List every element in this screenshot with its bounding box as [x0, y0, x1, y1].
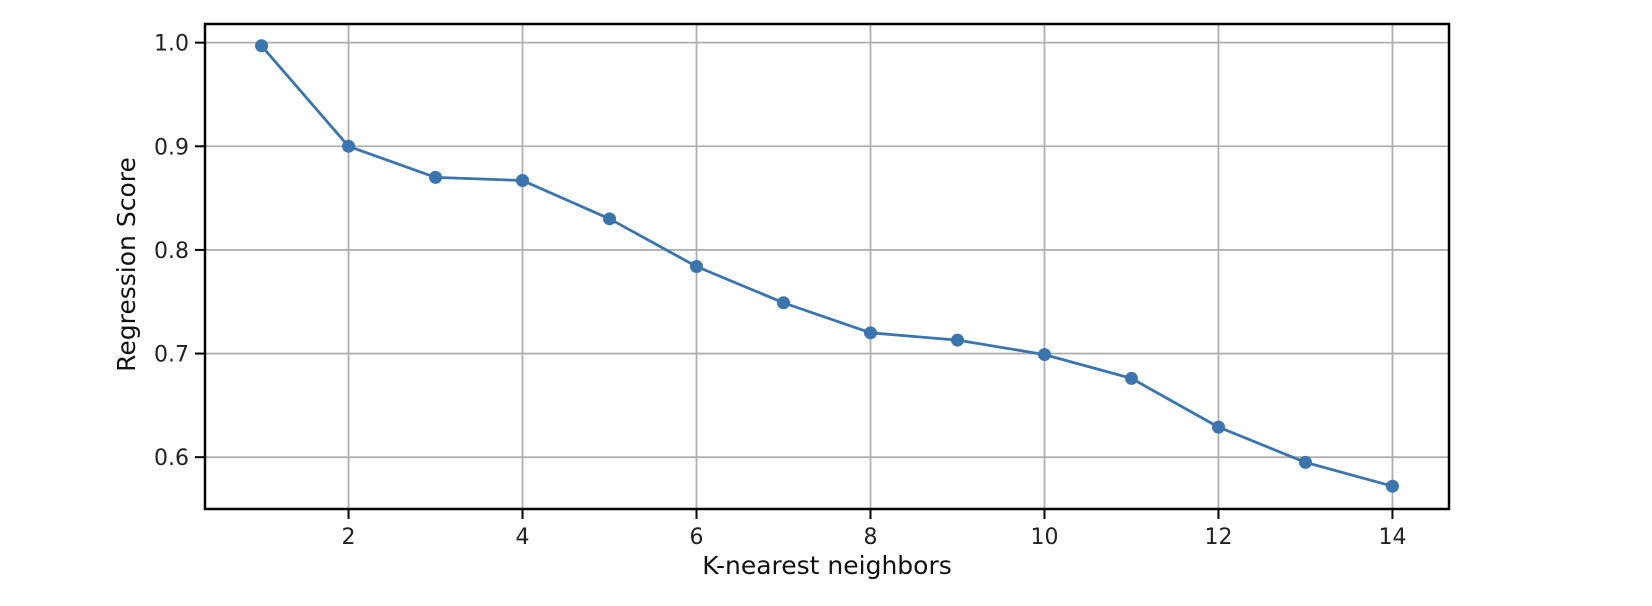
y-tick-label: 0.8: [154, 239, 189, 264]
grid-lines: [205, 24, 1449, 509]
x-tick-label: 12: [1204, 525, 1232, 550]
data-point: [777, 296, 791, 310]
x-tick-label: 4: [516, 525, 530, 550]
data-point: [429, 170, 443, 184]
y-axis-label: Regression Score: [112, 157, 141, 372]
data-point: [255, 39, 269, 53]
data-point: [863, 326, 877, 340]
data-series: [255, 39, 1399, 493]
x-tick-label: 2: [342, 525, 356, 550]
data-point: [950, 333, 964, 347]
axis-ticks: [195, 41, 1394, 519]
data-point: [516, 173, 530, 187]
data-point: [1385, 479, 1399, 493]
y-tick-label: 0.9: [154, 135, 189, 160]
data-point: [1298, 455, 1312, 469]
x-tick-label: 6: [690, 525, 704, 550]
data-point: [603, 212, 617, 226]
data-point: [1124, 371, 1138, 385]
data-point: [1211, 420, 1225, 434]
x-tick-label: 10: [1030, 525, 1058, 550]
data-point: [1037, 348, 1051, 362]
series-line: [260, 44, 1393, 488]
x-tick-label: 14: [1378, 525, 1406, 550]
plot-frame: [203, 22, 1451, 511]
data-point: [342, 139, 356, 153]
y-tick-label: 0.6: [154, 446, 189, 471]
tick-labels: 2 4 6 8 10 12 14 0.6 0.7 0.8 0.9 1.0: [154, 32, 1406, 550]
y-tick-label: 1.0: [154, 32, 189, 57]
data-point: [690, 260, 704, 273]
y-tick-label: 0.7: [154, 343, 189, 368]
x-axis-label: K-nearest neighbors: [702, 551, 952, 580]
x-tick-label: 8: [863, 525, 877, 550]
